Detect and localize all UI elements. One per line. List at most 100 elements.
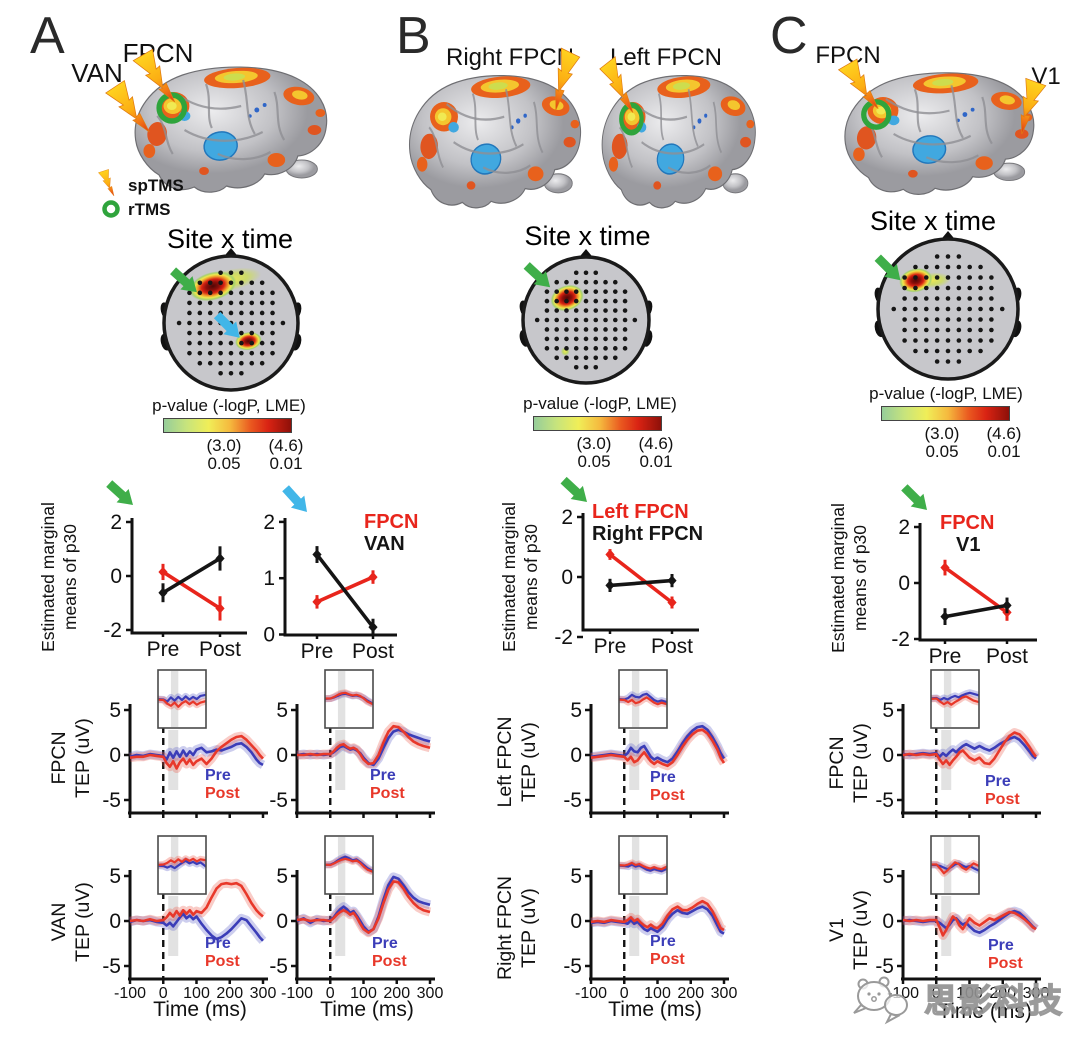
sulcus-line — [217, 151, 272, 161]
post-line — [129, 881, 264, 923]
tick-label: -5 — [269, 789, 288, 812]
tep-ylabel-a-fpcn: FPCN TEP (uV) — [47, 683, 95, 833]
post-line — [902, 910, 1037, 937]
activation-patch — [570, 119, 580, 129]
inset-border — [618, 669, 668, 729]
deactivation-dot-blue — [962, 112, 968, 117]
deactivation-dot-blue — [254, 107, 260, 113]
colorbar-b-p-005: 0.05 — [577, 452, 611, 471]
colorbar-c-p-001: 0.01 — [987, 442, 1021, 461]
rtms-label: rTMS — [128, 200, 171, 219]
tep-b2-pre-label: Pre — [650, 933, 676, 950]
time-xlabel-b: Time (ms) — [608, 998, 702, 1021]
tep-chart-b-left-fpcn: 5 0 -5 — [563, 669, 729, 818]
tick-label: -2 — [891, 628, 910, 651]
waveforms — [128, 878, 267, 944]
activation-patch — [708, 166, 723, 182]
tep-ylabel-b-left-line1: Left FPCN — [494, 716, 516, 808]
inset-zoom — [931, 671, 979, 727]
tick-label: 2 — [110, 511, 122, 534]
cluster-arrow-icon — [874, 254, 901, 281]
panel-b-right-fpcn-label: Right FPCN — [445, 44, 575, 71]
activation-patch — [999, 95, 1015, 105]
activation-patch — [975, 156, 993, 170]
tick-label: Pre — [301, 640, 334, 663]
electrode-dots — [176, 270, 286, 376]
marginal-b-legend-left-fpcn: Left FPCN — [592, 501, 689, 523]
colorbar-b-logp-005: (3.0) — [576, 434, 612, 453]
colorbar-a-logp-001: (4.6) — [268, 436, 304, 455]
sulcus-line — [913, 88, 922, 133]
colorbar-b-logp-001: (4.6) — [638, 434, 674, 453]
watermark-text: 思影科技 — [923, 981, 1064, 1019]
activation-patch — [627, 112, 636, 121]
activation-patch — [488, 82, 508, 90]
p30-window-band — [941, 896, 952, 956]
activation-patch — [437, 112, 447, 121]
tick-label: 0 — [882, 910, 894, 933]
deactivation-dot-blue — [704, 113, 708, 118]
rtms-ring-icon — [102, 200, 120, 218]
tick-label: 5 — [882, 699, 894, 722]
deactivation-dot-blue — [262, 103, 267, 107]
sulcus-line — [981, 96, 993, 145]
tick-label: 5 — [276, 699, 288, 722]
axis: 5 0 -5 — [563, 699, 729, 818]
tick-label: -100 — [114, 985, 146, 1002]
marginal-b-legend-right-fpcn: Right FPCN — [592, 523, 704, 545]
tep-ylabel-a-fpcn-line2: TEP (uV) — [72, 718, 95, 798]
tick-label: 200 — [989, 985, 1016, 1002]
activation-patch — [932, 78, 954, 86]
marginal-ylabel-a-line2: means of p30 — [59, 523, 80, 631]
cluster-arrow-icon — [560, 476, 587, 502]
sulcus-line — [183, 129, 264, 142]
deactivation-dot-blue — [970, 107, 975, 112]
inset-border — [157, 835, 207, 895]
time-xlabel-a2: Time (ms) — [320, 998, 414, 1021]
tep-ylabel-b-left-line2: TEP (uV) — [518, 722, 541, 802]
inset-zoom — [931, 837, 979, 893]
tick-label: 1 — [263, 567, 275, 590]
tick-label: 0 — [276, 744, 288, 767]
activation-patch — [727, 100, 741, 111]
cluster-arrow-icon — [106, 480, 133, 505]
pre-line — [129, 912, 264, 942]
tick-label: -5 — [563, 955, 582, 978]
tep-ylabel-c-fpcn: FPCN TEP (uV) — [825, 688, 872, 838]
activation-patch — [653, 181, 662, 190]
activation-patch — [292, 90, 308, 100]
marginal-chart-a2: 2 1 0 Pre Post — [263, 485, 397, 663]
tep-a2-post-label: Post — [370, 785, 405, 802]
activation-patch — [527, 166, 544, 182]
rtms-target-ring-icon — [861, 99, 892, 130]
tep-chart-c-fpcn: 5 0 -5 — [875, 669, 1041, 818]
tick-label: -5 — [563, 789, 582, 812]
sulcus-line — [242, 79, 256, 135]
marginal-chart-b: 2 0 -2 Pre Post — [554, 476, 699, 658]
tick-label: Post — [352, 640, 394, 663]
inset-border — [930, 835, 980, 895]
marginal-c-legend-v1: V1 — [956, 534, 981, 556]
tick-label: 200 — [216, 985, 243, 1002]
panel-a-letter: A — [30, 7, 65, 65]
waveforms — [128, 731, 267, 773]
watermark-mouse-icon — [853, 976, 908, 1025]
colorbar-title-c: p-value (-logP, LME) — [869, 384, 1023, 403]
inset-zoom — [158, 671, 206, 727]
tick-label: 5 — [570, 699, 582, 722]
activation-patch — [166, 102, 177, 110]
wm-tail2 — [884, 1012, 901, 1025]
panel-b-letter: B — [396, 7, 431, 65]
deactivation-dot-blue — [523, 113, 527, 118]
tep-c2-pre-label: Pre — [988, 937, 1014, 954]
tick-label: 200 — [383, 985, 410, 1002]
tick-label: Post — [199, 638, 241, 661]
waveforms — [902, 728, 1040, 770]
cluster-arrow-icon — [282, 485, 307, 512]
rtms-ring-glyph — [102, 200, 120, 218]
panel-a-fpcn-label: FPCN — [122, 38, 194, 68]
